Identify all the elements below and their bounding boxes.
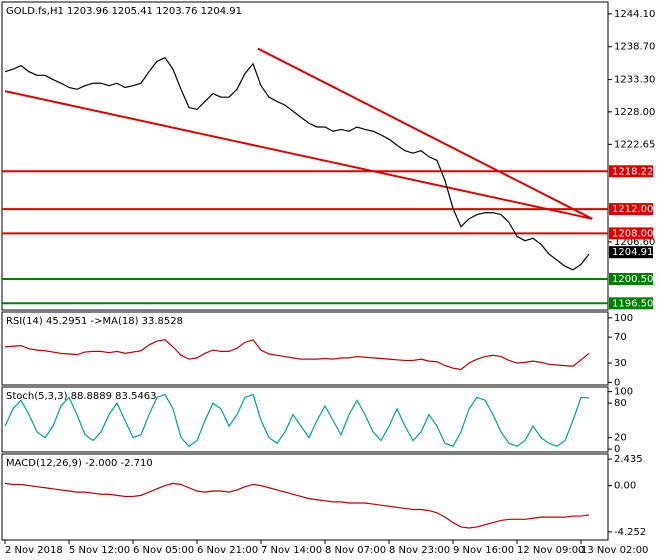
price-line bbox=[4, 393, 590, 448]
y-tick-label: 1228.00 bbox=[614, 107, 655, 118]
y-tick-label: 80 bbox=[614, 398, 627, 409]
y-tick-label: 1222.65 bbox=[614, 139, 655, 150]
panel-title: RSI(14) 45.2951 ->MA(18) 33.8528 bbox=[6, 316, 183, 327]
y-tick-label: 2.435 bbox=[614, 454, 643, 465]
x-tick-label: 6 Nov 05:00 bbox=[133, 545, 194, 556]
x-tick-label: 9 Nov 16:00 bbox=[453, 545, 514, 556]
last-price-label: 1204.91 bbox=[612, 247, 653, 258]
last-price-box bbox=[609, 246, 653, 259]
x-tick-label: 13 Nov 02:00 bbox=[581, 545, 648, 556]
level-box bbox=[609, 297, 653, 310]
panel-title: Stoch(5,3,3) 88.8889 83.5463 bbox=[6, 391, 157, 402]
y-tick-label: 20 bbox=[614, 433, 627, 444]
y-tick-label: -4.252 bbox=[614, 527, 646, 538]
y-tick-label: 1206.60 bbox=[614, 237, 655, 248]
level-box bbox=[609, 165, 653, 178]
level-label: 1208.00 bbox=[612, 228, 653, 239]
panel-title: MACD(12,26,9) -2.000 -2.710 bbox=[6, 458, 153, 469]
panel-title: GOLD.fs,H1 1203.96 1205.41 1203.76 1204.… bbox=[6, 6, 242, 17]
y-tick-label: 100 bbox=[614, 387, 633, 398]
y-tick-label: 70 bbox=[614, 332, 627, 343]
x-tick-label: 2 Nov 2018 bbox=[5, 545, 63, 556]
level-label: 1218.22 bbox=[612, 166, 653, 177]
y-tick-label: 0 bbox=[614, 444, 620, 455]
level-box bbox=[609, 272, 653, 285]
y-tick-label: 1244.10 bbox=[614, 9, 655, 20]
x-tick-label: 7 Nov 14:00 bbox=[261, 545, 322, 556]
x-tick-label: 8 Nov 23:00 bbox=[389, 545, 450, 556]
y-tick-label: 30 bbox=[614, 358, 627, 369]
y-tick-label: 1233.30 bbox=[614, 75, 655, 86]
y-tick-label: 0.00 bbox=[614, 481, 636, 492]
y-tick-label: 100 bbox=[614, 313, 633, 324]
level-label: 1200.50 bbox=[612, 274, 653, 285]
y-tick-label: 1238.70 bbox=[614, 42, 655, 53]
price-line bbox=[4, 339, 590, 371]
y-tick-label: 0 bbox=[614, 377, 620, 388]
x-tick-label: 12 Nov 09:00 bbox=[517, 545, 584, 556]
x-tick-label: 5 Nov 12:00 bbox=[69, 545, 130, 556]
trendline bbox=[4, 90, 593, 220]
x-tick-label: 8 Nov 07:00 bbox=[325, 545, 386, 556]
x-tick-label: 6 Nov 21:00 bbox=[197, 545, 258, 556]
level-label: 1196.50 bbox=[612, 298, 653, 309]
price-line bbox=[4, 56, 590, 271]
level-box bbox=[609, 227, 653, 240]
trendline bbox=[257, 47, 593, 220]
level-label: 1212.00 bbox=[612, 204, 653, 215]
price-line bbox=[4, 482, 590, 529]
level-box bbox=[609, 203, 653, 216]
